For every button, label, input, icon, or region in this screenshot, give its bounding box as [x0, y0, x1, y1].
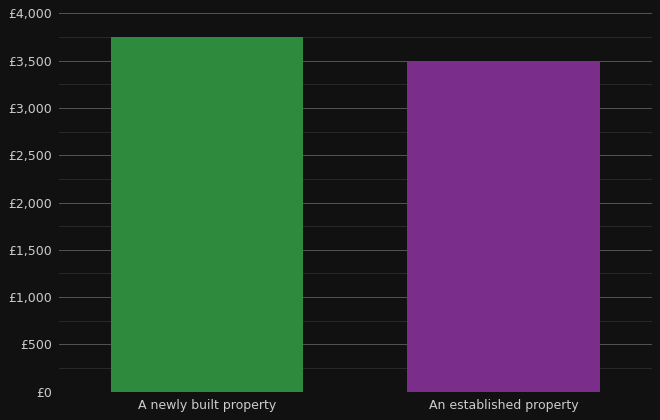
- Bar: [407, 60, 600, 392]
- Bar: [111, 37, 304, 392]
